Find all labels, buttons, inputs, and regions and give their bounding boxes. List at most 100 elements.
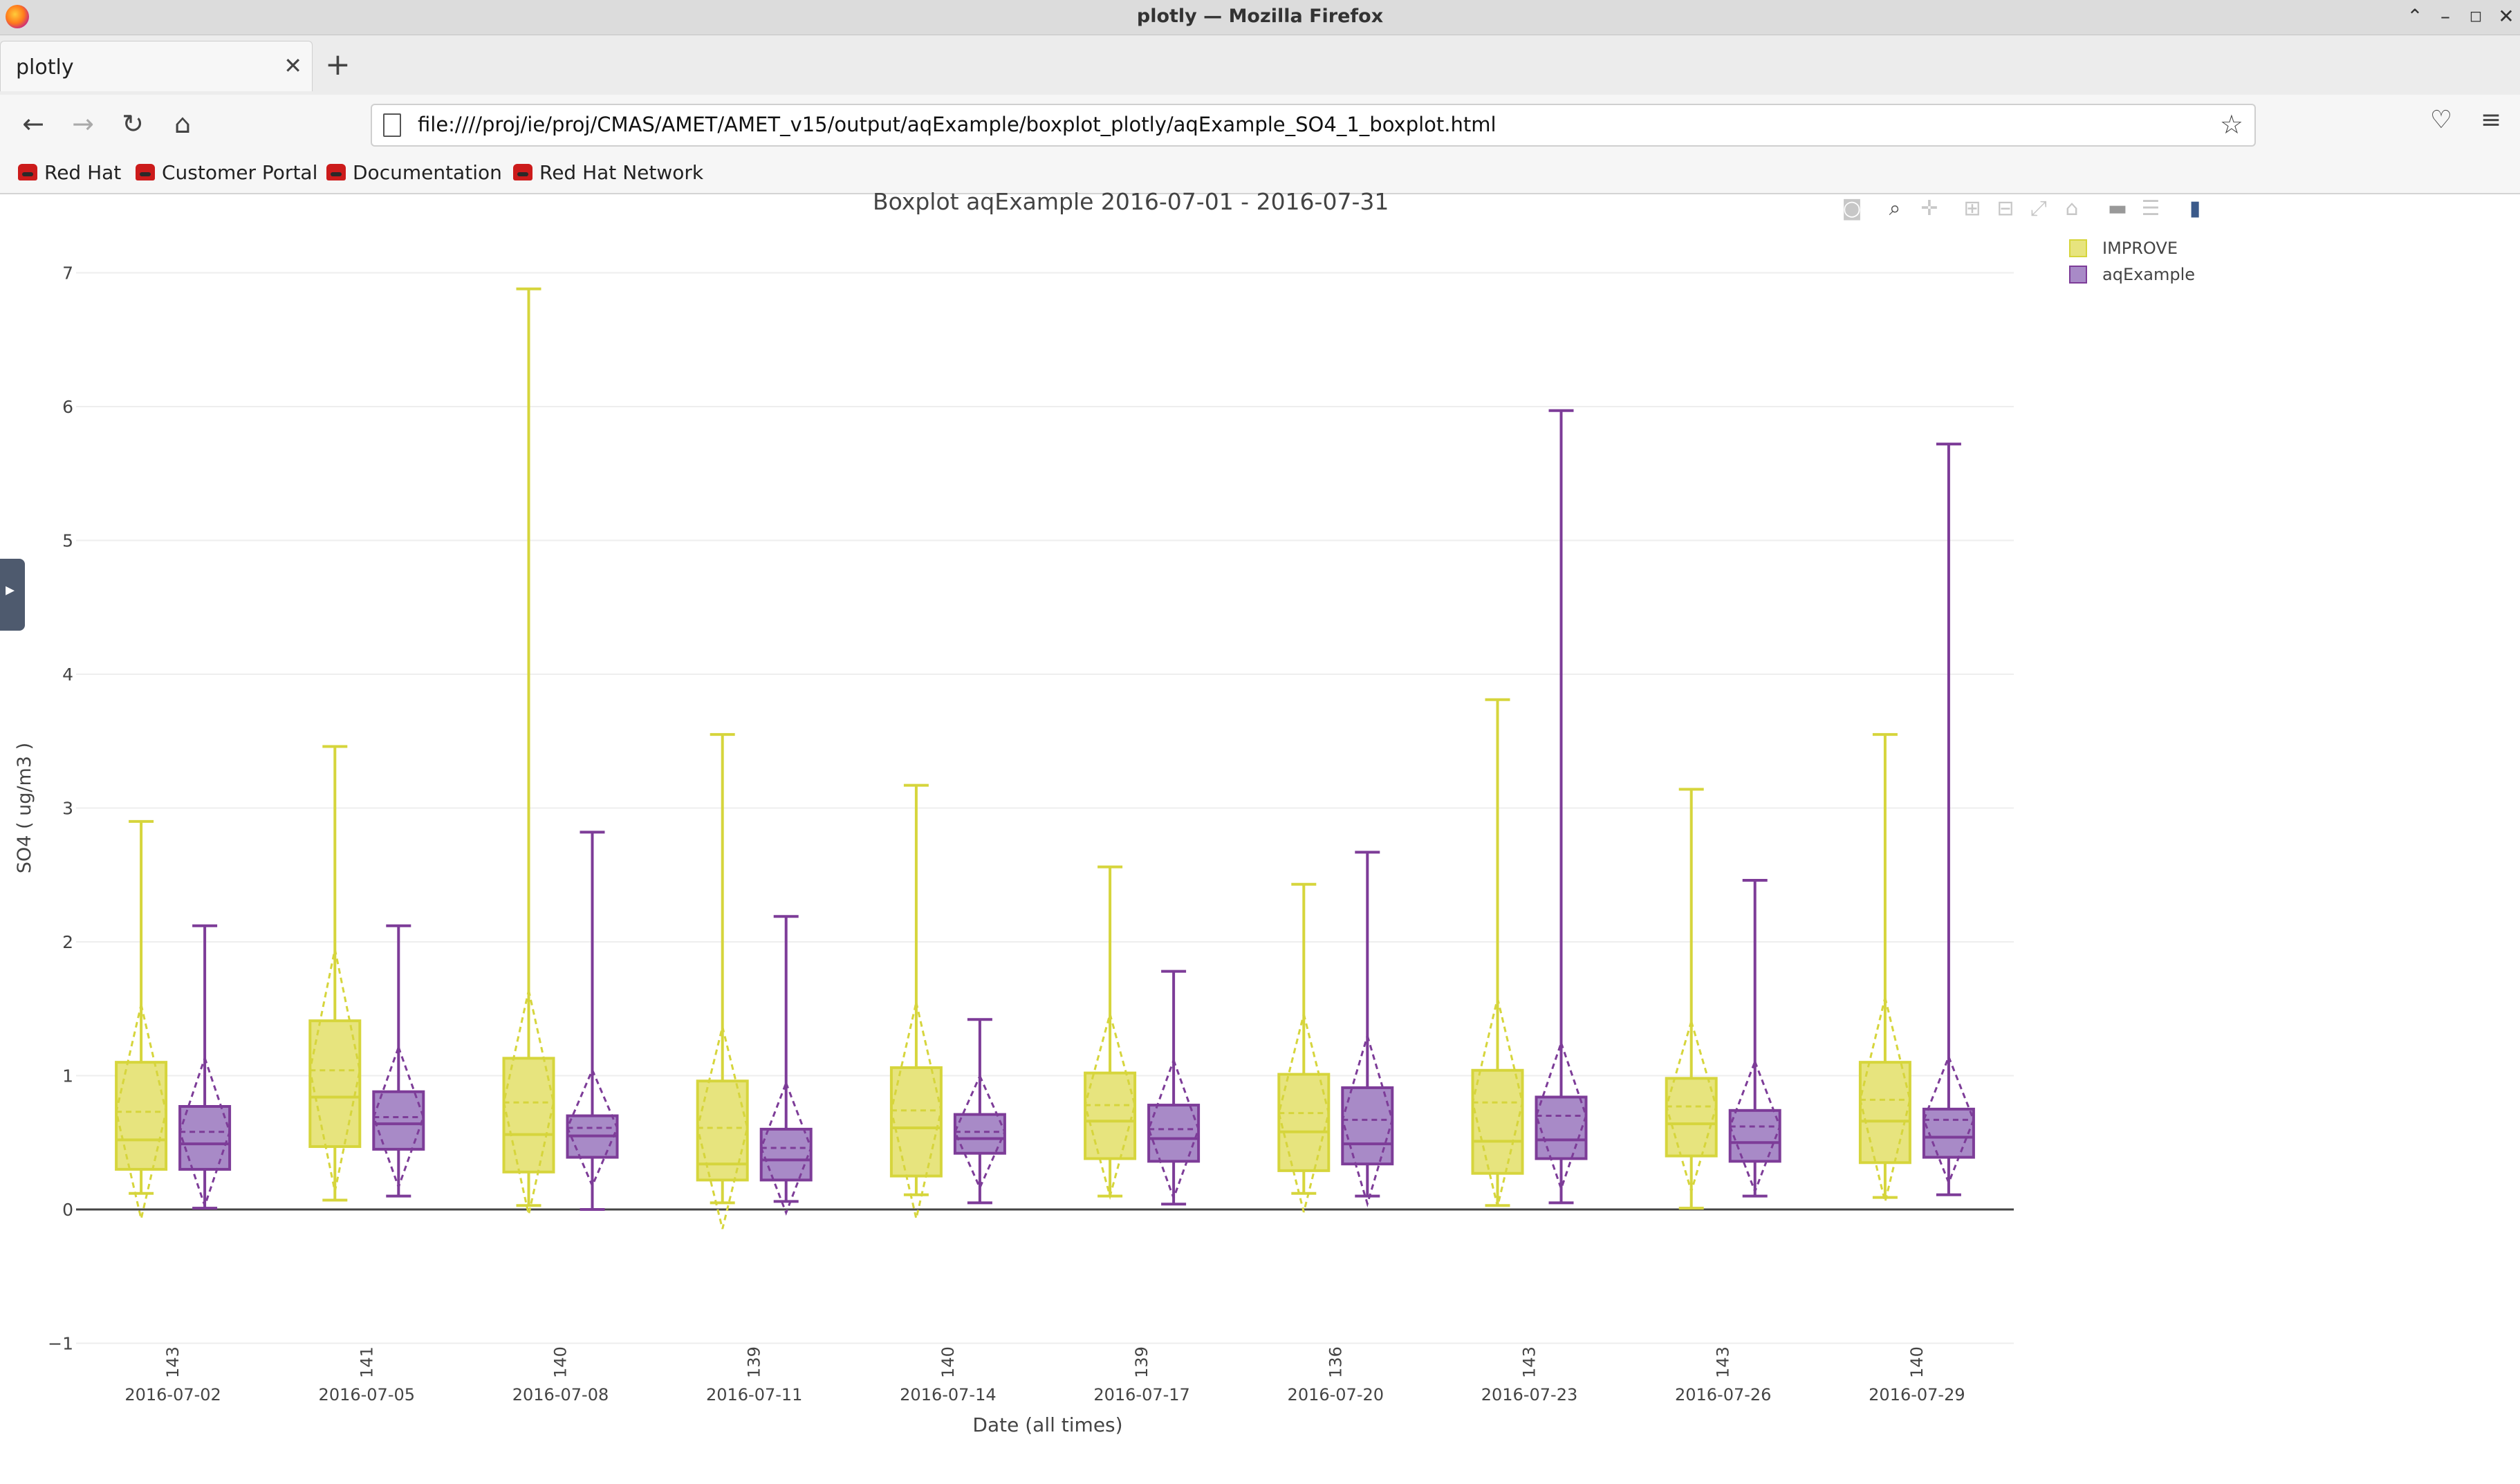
bookmark-star-icon[interactable]: ☆ xyxy=(2219,109,2243,140)
maximize-icon[interactable]: ◻ xyxy=(2469,8,2483,25)
sd-diamond xyxy=(954,1075,1006,1191)
y-axis-title: SO4 ( ug/m3 ) xyxy=(14,743,35,873)
x-tick-label: 2016-07-14 xyxy=(900,1385,996,1404)
tab-label: plotly xyxy=(16,55,74,80)
sd-diamond xyxy=(566,1069,619,1189)
sd-diamond xyxy=(308,949,361,1192)
count-label: 143 xyxy=(1520,1346,1539,1378)
back-arrow-icon[interactable]: ← xyxy=(22,109,44,139)
zoom-out-icon[interactable]: ⊟ xyxy=(1996,196,2014,221)
iqr-box xyxy=(502,1057,555,1174)
red-hat-icon xyxy=(136,164,155,180)
home-icon[interactable]: ⌂ xyxy=(174,109,192,139)
iqr-box xyxy=(1728,1109,1781,1163)
camera-icon[interactable]: ◙ xyxy=(1842,196,1862,221)
x-tick-label: 2016-07-23 xyxy=(1481,1385,1577,1404)
bookmark-label: Red Hat xyxy=(44,160,122,184)
legend-swatch-aqexample xyxy=(2069,266,2087,284)
sd-diamond xyxy=(502,990,555,1215)
hover-compare-icon[interactable]: ☰ xyxy=(2141,196,2160,221)
zoom-icon[interactable]: ⌕ xyxy=(1889,196,1901,221)
forward-arrow-icon[interactable]: → xyxy=(72,109,94,139)
chevron-up-icon[interactable]: ⌃ xyxy=(2407,5,2423,28)
legend-item-aqexample[interactable]: aqExample xyxy=(2069,261,2195,288)
bookmark-customer-portal[interactable]: Customer Portal xyxy=(136,158,317,186)
count-label: 140 xyxy=(1907,1346,1927,1378)
y-tick-label: 0 xyxy=(62,1200,73,1220)
page-file-icon xyxy=(383,113,401,137)
y-tick-label: 3 xyxy=(62,799,73,819)
sd-diamond xyxy=(1084,1014,1136,1200)
autoscale-icon[interactable]: ⤢ xyxy=(2030,196,2047,221)
iqr-box xyxy=(308,1019,362,1149)
count-label: 136 xyxy=(1326,1346,1345,1378)
iqr-box xyxy=(115,1061,168,1171)
x-tick-label: 2016-07-05 xyxy=(319,1385,415,1404)
sd-diamond xyxy=(1535,1042,1588,1192)
chart-legend: IMPROVE aqExample xyxy=(2069,235,2195,288)
legend-item-improve[interactable]: IMPROVE xyxy=(2069,235,2195,261)
bookmark-red-hat-network[interactable]: Red Hat Network xyxy=(513,158,703,186)
legend-label: IMPROVE xyxy=(2102,239,2178,258)
pan-icon[interactable]: ✛ xyxy=(1920,196,1938,221)
bookmark-red-hat[interactable]: Red Hat xyxy=(18,158,121,186)
x-tick-label: 2016-07-29 xyxy=(1869,1385,1965,1404)
iqr-box xyxy=(1341,1086,1394,1166)
iqr-box xyxy=(1277,1073,1331,1172)
legend-label: aqExample xyxy=(2102,265,2196,284)
plotly-logo-icon[interactable]: ▮ xyxy=(2189,196,2201,221)
iqr-box xyxy=(1922,1107,1975,1159)
iqr-box xyxy=(889,1066,943,1178)
minimize-icon[interactable]: – xyxy=(2440,5,2450,28)
url-text[interactable]: file:////proj/ie/proj/CMAS/AMET/AMET_v15… xyxy=(418,113,1497,136)
red-hat-icon xyxy=(513,164,532,180)
y-tick-label: 7 xyxy=(62,263,73,284)
iqr-box xyxy=(1471,1068,1524,1175)
iqr-box xyxy=(1665,1077,1718,1158)
firefox-logo-icon xyxy=(6,5,29,28)
x-tick-label: 2016-07-17 xyxy=(1093,1385,1189,1404)
close-window-icon[interactable]: ✕ xyxy=(2498,5,2514,28)
bookmark-documentation[interactable]: Documentation xyxy=(326,158,502,186)
bookmark-label: Documentation xyxy=(353,160,502,184)
hamburger-menu-icon[interactable]: ≡ xyxy=(2480,106,2502,134)
reload-icon[interactable]: ↻ xyxy=(122,109,144,139)
red-hat-icon xyxy=(326,164,346,180)
iqr-box xyxy=(1535,1095,1588,1160)
red-hat-icon xyxy=(18,164,37,180)
pocket-icon[interactable]: ♡ xyxy=(2429,106,2453,134)
window-title: plotly — Mozilla Firefox xyxy=(1136,6,1384,27)
bookmarks-toolbar: Red Hat Customer Portal Documentation Re… xyxy=(0,153,2520,194)
new-tab-plus-icon[interactable]: + xyxy=(325,47,351,82)
sd-diamond xyxy=(1147,1059,1200,1201)
x-tick-label: 2016-07-02 xyxy=(124,1385,221,1404)
zoom-in-icon[interactable]: ⊞ xyxy=(1963,196,1981,221)
window-title-bar: plotly — Mozilla Firefox ⌃ – ◻ ✕ xyxy=(0,0,2520,35)
url-bar[interactable]: file:////proj/ie/proj/CMAS/AMET/AMET_v15… xyxy=(371,104,2256,147)
sd-diamond xyxy=(1665,1021,1718,1196)
sd-diamond xyxy=(372,1046,425,1191)
count-label: 139 xyxy=(1132,1346,1151,1378)
reset-axes-icon[interactable]: ⌂ xyxy=(2065,196,2079,221)
y-tick-label: 2 xyxy=(62,932,73,952)
navigation-toolbar: ← → ↻ ⌂ file:////proj/ie/proj/CMAS/AMET/… xyxy=(0,95,2520,153)
sd-diamond xyxy=(115,1004,167,1219)
tab-plotly[interactable]: plotly ✕ xyxy=(0,41,313,91)
y-tick-label: 4 xyxy=(62,665,73,685)
hover-closest-icon[interactable]: ▬ xyxy=(2107,196,2128,221)
legend-swatch-improve xyxy=(2069,239,2087,257)
count-label: 143 xyxy=(163,1346,183,1378)
x-axis-title: Date (all times) xyxy=(972,1413,1122,1436)
iqr-box xyxy=(759,1127,813,1182)
count-label: 140 xyxy=(938,1346,958,1378)
iqr-box xyxy=(178,1105,232,1171)
sd-diamond xyxy=(760,1082,813,1216)
bookmark-label: Red Hat Network xyxy=(539,160,704,184)
side-panel-handle[interactable] xyxy=(0,559,25,631)
close-tab-icon[interactable]: ✕ xyxy=(284,53,302,79)
chart-title: Boxplot aqExample 2016-07-01 - 2016-07-3… xyxy=(873,188,1389,215)
iqr-box xyxy=(1084,1071,1137,1160)
bookmark-label: Customer Portal xyxy=(162,160,318,184)
x-tick-label: 2016-07-11 xyxy=(706,1385,802,1404)
